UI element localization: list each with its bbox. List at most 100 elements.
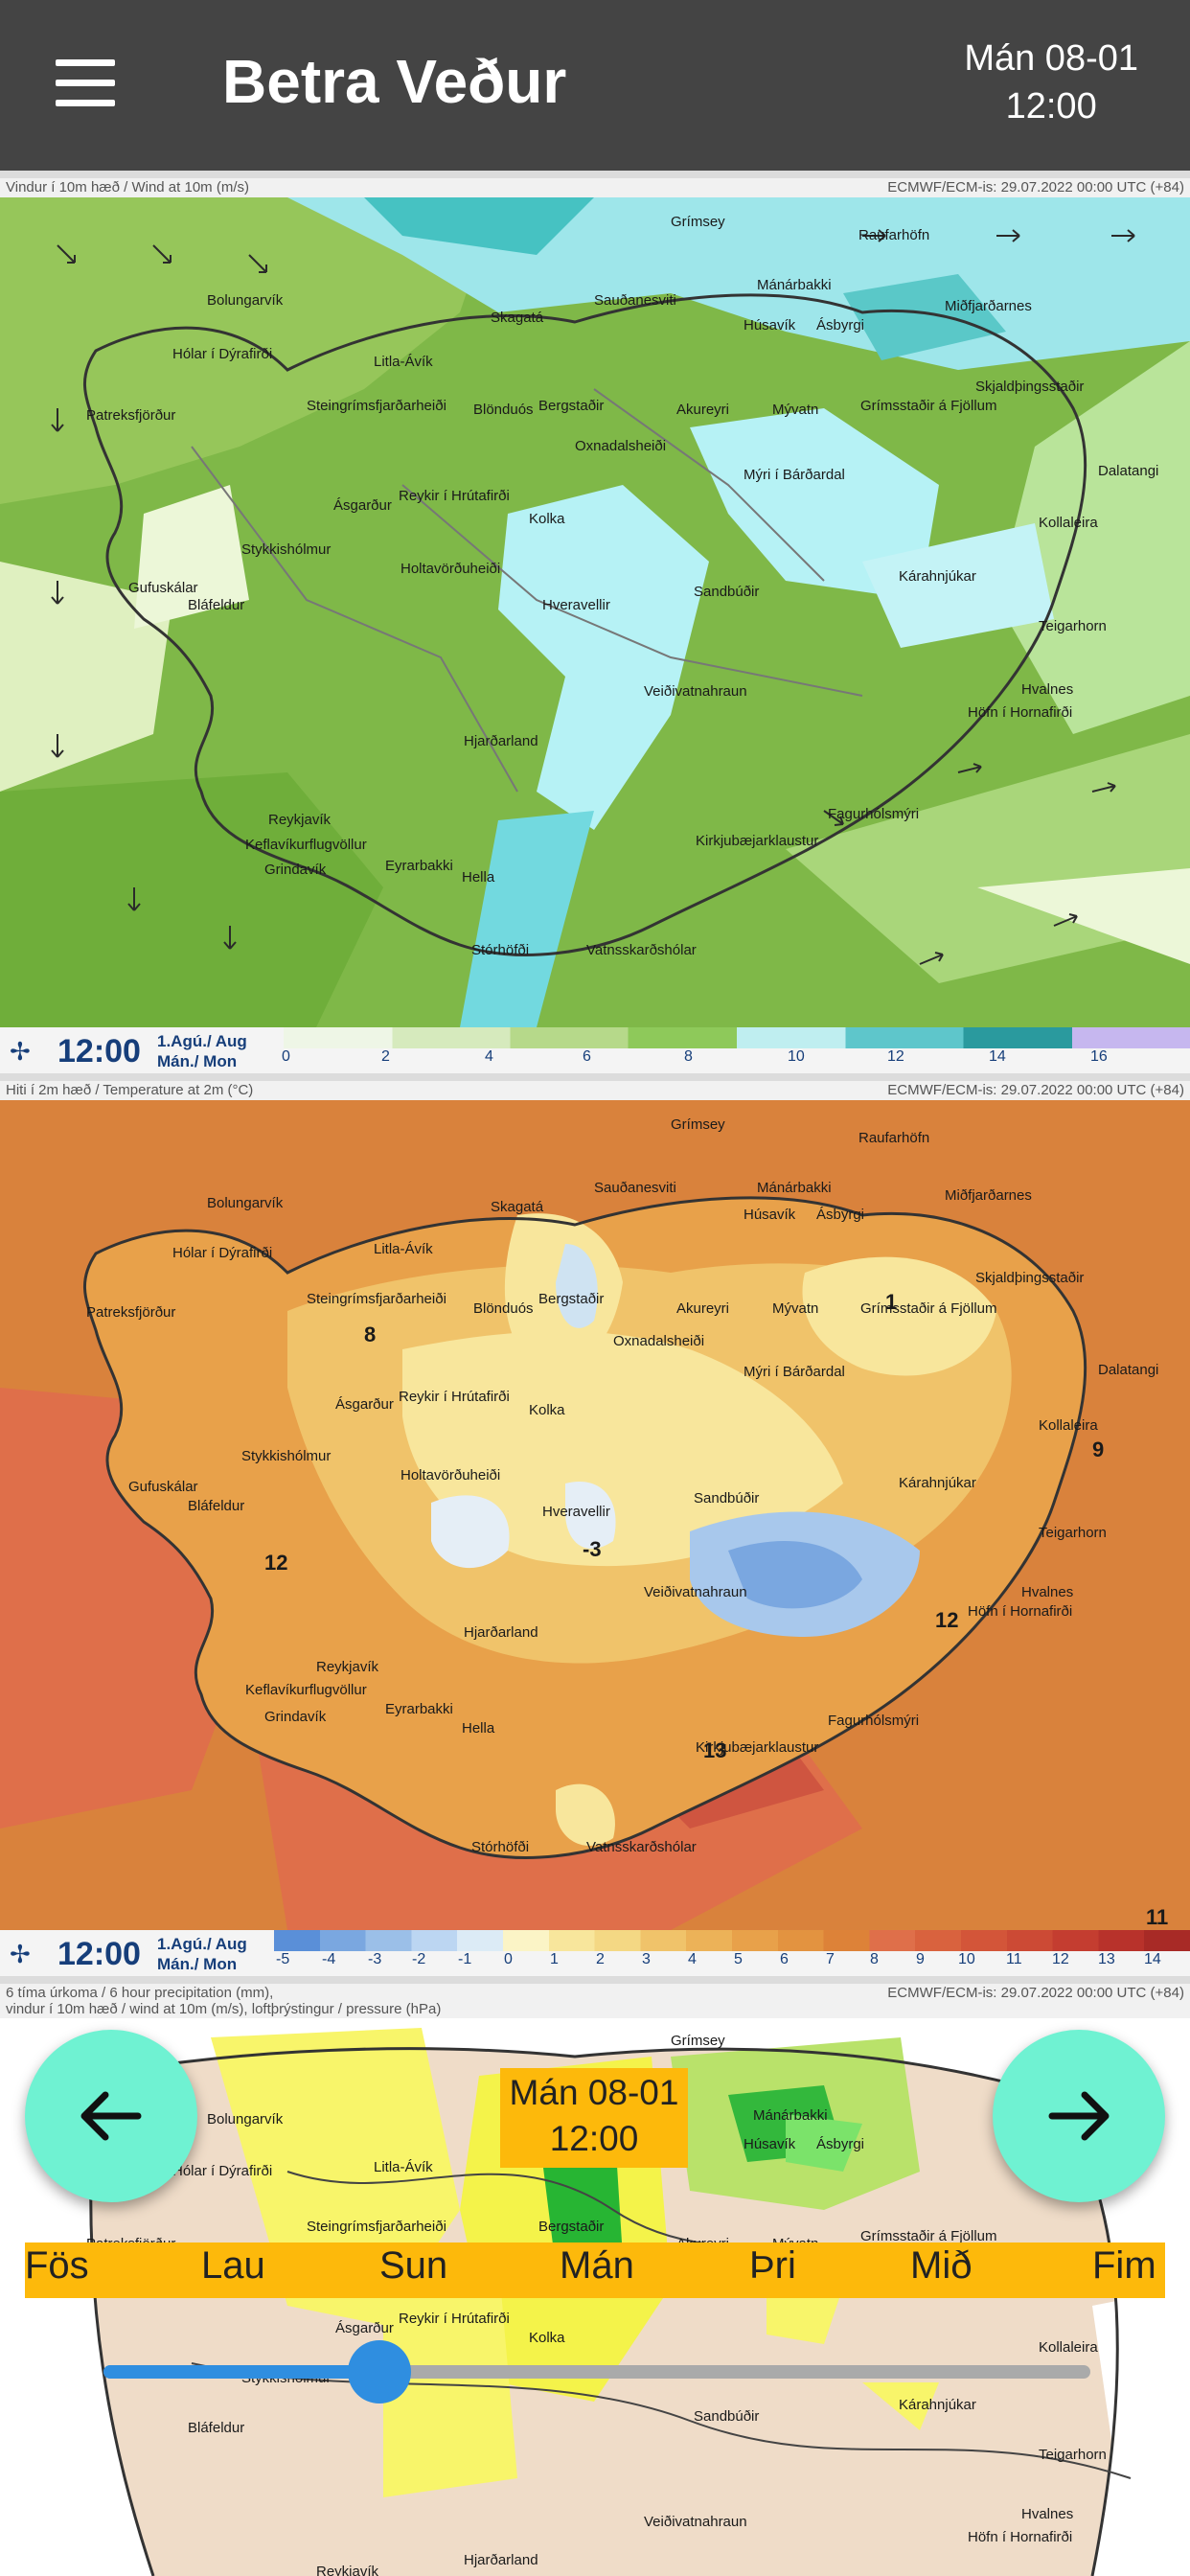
- day-label[interactable]: Þri: [749, 2244, 796, 2287]
- svg-text:Steingrímsfjarðarheiði: Steingrímsfjarðarheiði: [307, 2219, 446, 2235]
- svg-text:Hvalnes: Hvalnes: [1021, 681, 1073, 698]
- temp-legend-date: 1.Agú./ Aug Mán./ Mon: [157, 1934, 247, 1974]
- svg-text:Reykir í Hrútafirði: Reykir í Hrútafirði: [399, 2311, 510, 2327]
- svg-text:Kárahnjúkar: Kárahnjúkar: [899, 568, 976, 585]
- svg-text:Oxnadalsheiði: Oxnadalsheiði: [613, 1333, 704, 1349]
- svg-text:Skagatá: Skagatá: [491, 1199, 544, 1215]
- day-label[interactable]: Mið: [910, 2244, 973, 2287]
- svg-text:Mýri í Bárðardal: Mýri í Bárðardal: [744, 1364, 845, 1380]
- svg-text:Sandbúðir: Sandbúðir: [694, 584, 759, 600]
- svg-text:Reykjavík: Reykjavík: [268, 812, 332, 828]
- temp-tick: 13: [1098, 1951, 1115, 1967]
- svg-text:Raufarhöfn: Raufarhöfn: [858, 1130, 929, 1146]
- day-label[interactable]: Fim: [1092, 2244, 1156, 2287]
- svg-text:Stykkishólmur: Stykkishólmur: [241, 541, 331, 558]
- svg-text:Bláfeldur: Bláfeldur: [188, 597, 244, 613]
- wind-tick: 10: [788, 1048, 805, 1065]
- svg-text:Teigarhorn: Teigarhorn: [1039, 2447, 1107, 2463]
- svg-text:Kollaleira: Kollaleira: [1039, 1417, 1098, 1434]
- temp-tick: -3: [368, 1951, 382, 1967]
- svg-text:Hvalnes: Hvalnes: [1021, 2506, 1073, 2522]
- previous-button[interactable]: [25, 2030, 197, 2202]
- svg-text:Vatnsskarðshólar: Vatnsskarðshólar: [586, 942, 697, 958]
- temp-tick: -5: [276, 1951, 290, 1967]
- svg-text:Mánárbakki: Mánárbakki: [757, 277, 832, 293]
- wind-caption-model: ECMWF/ECM-is: 29.07.2022 00:00 UTC (+84): [887, 179, 1184, 196]
- day-strip: Fös Lau Sun Mán Þri Mið Fim: [25, 2242, 1165, 2298]
- svg-text:Hjarðarland: Hjarðarland: [464, 2552, 538, 2568]
- temp-tick: -4: [322, 1951, 336, 1967]
- svg-text:Mýri í Bárðardal: Mýri í Bárðardal: [744, 467, 845, 483]
- settings-gear-icon[interactable]: ✢: [10, 1037, 31, 1066]
- temp-tick: 2: [596, 1951, 605, 1967]
- day-label[interactable]: Fös: [25, 2244, 89, 2287]
- svg-text:Reykir í Hrútafirði: Reykir í Hrútafirði: [399, 488, 510, 504]
- day-label[interactable]: Sun: [379, 2244, 448, 2287]
- svg-text:Eyrarbakki: Eyrarbakki: [385, 858, 453, 874]
- arrow-left-icon: [80, 2091, 142, 2141]
- svg-text:Akureyri: Akureyri: [676, 402, 729, 418]
- svg-text:Patreksfjörður: Patreksfjörður: [86, 1304, 175, 1321]
- svg-text:Litla-Ávík: Litla-Ávík: [374, 1241, 433, 1257]
- svg-text:Steingrímsfjarðarheiði: Steingrímsfjarðarheiði: [307, 1291, 446, 1307]
- svg-text:Ásgarður: Ásgarður: [335, 2320, 394, 2336]
- svg-text:Litla-Ávík: Litla-Ávík: [374, 354, 433, 370]
- svg-text:Gufuskálar: Gufuskálar: [128, 580, 198, 596]
- svg-text:Blönduós: Blönduós: [473, 402, 534, 418]
- day-label[interactable]: Lau: [201, 2244, 265, 2287]
- temp-tick: 9: [916, 1951, 925, 1967]
- svg-text:Sandbúðir: Sandbúðir: [694, 2408, 759, 2425]
- temp-tick: 7: [826, 1951, 835, 1967]
- svg-text:Hólar í Dýrafirði: Hólar í Dýrafirði: [172, 346, 272, 362]
- wind-color-scale: [284, 1027, 1190, 1048]
- wind-tick: 14: [989, 1048, 1006, 1065]
- svg-text:Fagurhólsmýri: Fagurhólsmýri: [828, 806, 919, 822]
- svg-text:Ásbyrgi: Ásbyrgi: [816, 317, 864, 334]
- svg-text:Blönduós: Blönduós: [473, 1300, 534, 1317]
- precip-caption-title2: vindur í 10m hæð / wind at 10m (m/s), lo…: [6, 2001, 442, 2017]
- divider: [0, 171, 1190, 178]
- time-slider-fill: [103, 2365, 379, 2379]
- wind-map-panel[interactable]: Vindur í 10m hæð / Wind at 10m (m/s) ECM…: [0, 178, 1190, 1073]
- next-button[interactable]: [993, 2030, 1165, 2202]
- temp-tick: 5: [734, 1951, 743, 1967]
- svg-text:Holtavörðuheiði: Holtavörðuheiði: [400, 561, 500, 577]
- svg-text:Hjarðarland: Hjarðarland: [464, 733, 538, 749]
- svg-text:Litla-Ávík: Litla-Ávík: [374, 2159, 433, 2175]
- svg-text:Vatnsskarðshólar: Vatnsskarðshólar: [586, 1839, 697, 1855]
- temp-label: 9: [1092, 1438, 1104, 1461]
- svg-text:Fagurhólsmýri: Fagurhólsmýri: [828, 1713, 919, 1729]
- svg-text:Bergstaðir: Bergstaðir: [538, 398, 604, 414]
- time-slider-thumb[interactable]: [348, 2340, 411, 2404]
- svg-text:Dalatangi: Dalatangi: [1098, 463, 1158, 479]
- temp-tick: -1: [458, 1951, 472, 1967]
- svg-text:Ásbyrgi: Ásbyrgi: [816, 1207, 864, 1223]
- svg-text:Grindavík: Grindavík: [264, 862, 327, 878]
- settings-gear-icon[interactable]: ✢: [10, 1940, 31, 1968]
- divider: [0, 1976, 1190, 1984]
- svg-text:Skjaldþingsstaðir: Skjaldþingsstaðir: [975, 1270, 1084, 1286]
- temp-legend-date-line2: Mán./ Mon: [157, 1955, 238, 1973]
- temperature-map-panel[interactable]: Hiti í 2m hæð / Temperature at 2m (°C) E…: [0, 1081, 1190, 1976]
- hamburger-menu-icon[interactable]: [56, 59, 115, 107]
- svg-text:Grímsey: Grímsey: [671, 214, 725, 230]
- wind-legend-date: 1.Agú./ Aug Mán./ Mon: [157, 1031, 247, 1071]
- temp-caption-model: ECMWF/ECM-is: 29.07.2022 00:00 UTC (+84): [887, 1082, 1184, 1098]
- svg-text:Dalatangi: Dalatangi: [1098, 1362, 1158, 1378]
- temp-label: 8: [364, 1322, 376, 1346]
- svg-text:Bláfeldur: Bláfeldur: [188, 2420, 244, 2436]
- time-slider[interactable]: [103, 2365, 1090, 2379]
- temp-tick: 11: [1006, 1951, 1022, 1967]
- svg-text:Eyrarbakki: Eyrarbakki: [385, 1701, 453, 1717]
- wind-legend-date-line2: Mán./ Mon: [157, 1052, 238, 1070]
- arrow-right-icon: [1048, 2091, 1110, 2141]
- wind-tick: 8: [684, 1048, 693, 1065]
- svg-text:Hella: Hella: [462, 869, 495, 886]
- day-label[interactable]: Mán: [560, 2244, 634, 2287]
- svg-text:Kárahnjúkar: Kárahnjúkar: [899, 2397, 976, 2413]
- svg-text:Veiðivatnahraun: Veiðivatnahraun: [644, 1584, 747, 1600]
- svg-text:Mývatn: Mývatn: [772, 402, 818, 418]
- svg-text:Kirkjubæjarklaustur: Kirkjubæjarklaustur: [696, 1739, 818, 1756]
- svg-text:Kárahnjúkar: Kárahnjúkar: [899, 1475, 976, 1491]
- wind-legend-time: 12:00: [57, 1033, 141, 1070]
